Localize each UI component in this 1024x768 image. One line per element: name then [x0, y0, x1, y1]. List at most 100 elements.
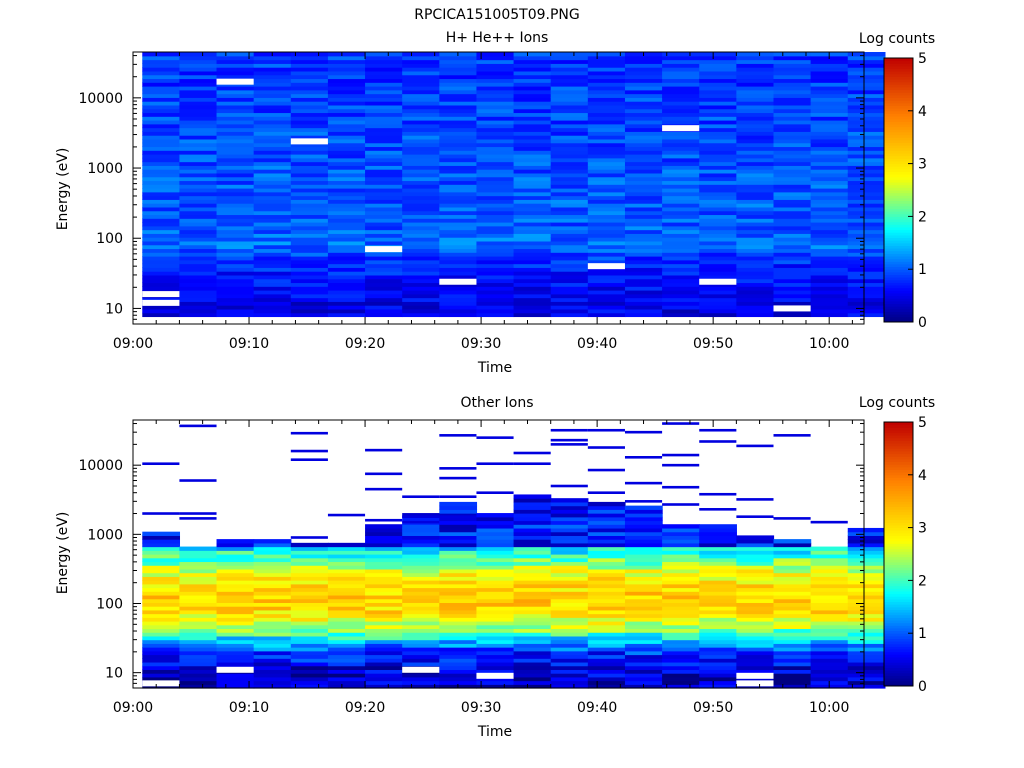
- colorbar-segment: [884, 535, 913, 539]
- empty-cell: [142, 291, 180, 298]
- heatmap-cell: [476, 256, 515, 261]
- colorbar-segment: [884, 226, 913, 231]
- heatmap-cell: [736, 546, 775, 551]
- heatmap-cell: [587, 301, 626, 306]
- heatmap-cell: [810, 154, 849, 159]
- heatmap-cell: [736, 157, 775, 163]
- heatmap-cell: [773, 142, 812, 148]
- heatmap-cell: [365, 617, 403, 622]
- heatmap-cell: [513, 86, 552, 91]
- heatmap-cell: [439, 237, 478, 242]
- heatmap-cell: [365, 524, 403, 529]
- heatmap-cell: [439, 135, 478, 140]
- sparse-count-line: [179, 512, 217, 515]
- heatmap-cell: [179, 206, 218, 212]
- heatmap-cell: [513, 669, 552, 674]
- colorbar-segment: [884, 622, 913, 626]
- heatmap-cell: [290, 184, 329, 189]
- heatmap-cell: [327, 665, 366, 670]
- heatmap-cell: [736, 267, 775, 272]
- heatmap-cell: [662, 78, 700, 83]
- heatmap-cell: [513, 263, 552, 268]
- heatmap-cell: [847, 259, 886, 265]
- heatmap-cell: [810, 172, 849, 178]
- heatmap-cell: [587, 214, 626, 219]
- heatmap-cell: [402, 282, 440, 287]
- heatmap-cell: [476, 565, 515, 570]
- heatmap-cell: [699, 78, 737, 83]
- heatmap-cell: [513, 104, 552, 110]
- heatmap-cell: [439, 93, 478, 98]
- heatmap-cell: [179, 587, 218, 592]
- heatmap-cell: [365, 210, 403, 216]
- heatmap-cell: [773, 93, 812, 98]
- heatmap-cell: [550, 180, 589, 185]
- heatmap-cell: [327, 305, 366, 310]
- heatmap-cell: [402, 628, 440, 633]
- heatmap-cell: [253, 161, 292, 166]
- heatmap-cell: [810, 108, 849, 114]
- sparse-count-line: [773, 434, 811, 437]
- heatmap-cell: [662, 643, 700, 648]
- colorbar-segment: [884, 627, 913, 632]
- sparse-count-line: [736, 444, 774, 448]
- heatmap-cell: [476, 635, 515, 641]
- heatmap-cell: [624, 513, 663, 518]
- heatmap-cell: [810, 580, 849, 585]
- heatmap-cell: [327, 165, 366, 170]
- heatmap-cell: [550, 169, 589, 174]
- heatmap-cell: [587, 256, 626, 261]
- heatmap-cell: [476, 142, 515, 148]
- heatmap-cell: [179, 127, 218, 132]
- heatmap-cell: [290, 598, 329, 603]
- colorbar-segment: [884, 667, 913, 671]
- heatmap-cell: [662, 138, 700, 144]
- heatmap-cell: [179, 52, 218, 57]
- heatmap-cell: [365, 188, 403, 193]
- heatmap-cell: [810, 617, 849, 622]
- colorbar-segment: [884, 493, 913, 497]
- heatmap-cell: [402, 609, 440, 615]
- colorbar-segment: [884, 277, 913, 281]
- heatmap-cell: [773, 259, 812, 265]
- heatmap-cell: [216, 546, 255, 551]
- heatmap-cell: [587, 191, 626, 197]
- heatmap-cell: [142, 97, 181, 102]
- colorbar-segment: [884, 221, 913, 225]
- heatmap-cell: [179, 576, 218, 581]
- heatmap-cell: [810, 97, 849, 102]
- heatmap-cell: [216, 120, 255, 125]
- heatmap-cell: [365, 222, 403, 227]
- heatmap-cell: [736, 154, 775, 159]
- heatmap-cell: [476, 546, 515, 551]
- colorbar-segment: [884, 662, 913, 666]
- heatmap-cell: [290, 131, 329, 136]
- heatmap-cell: [662, 150, 700, 155]
- heatmap-cell: [327, 624, 366, 630]
- heatmap-cell: [624, 78, 663, 83]
- heatmap-cell: [476, 580, 515, 585]
- heatmap-cell: [662, 591, 700, 596]
- heatmap-cell: [216, 176, 255, 182]
- heatmap-cell: [847, 135, 886, 140]
- heatmap-cell: [773, 561, 812, 566]
- heatmap-cell: [327, 550, 366, 555]
- heatmap-cell: [550, 191, 589, 197]
- colorbar-segment: [884, 443, 913, 447]
- heatmap-cell: [699, 233, 737, 238]
- heatmap-cell: [179, 684, 218, 689]
- heatmap-cell: [810, 676, 849, 682]
- heatmap-cell: [736, 639, 775, 644]
- heatmap-cell: [365, 673, 403, 678]
- colorbar-segment: [884, 290, 913, 294]
- heatmap-cell: [476, 305, 515, 310]
- heatmap-cell: [402, 101, 440, 106]
- heatmap-cell: [662, 74, 700, 80]
- heatmap-cell: [550, 135, 589, 140]
- heatmap-cell: [624, 248, 663, 253]
- heatmap-cell: [513, 531, 552, 536]
- sparse-count-line: [773, 517, 811, 520]
- sparse-count-line: [290, 449, 328, 453]
- heatmap-cell: [550, 554, 589, 559]
- heatmap-cell: [810, 222, 849, 227]
